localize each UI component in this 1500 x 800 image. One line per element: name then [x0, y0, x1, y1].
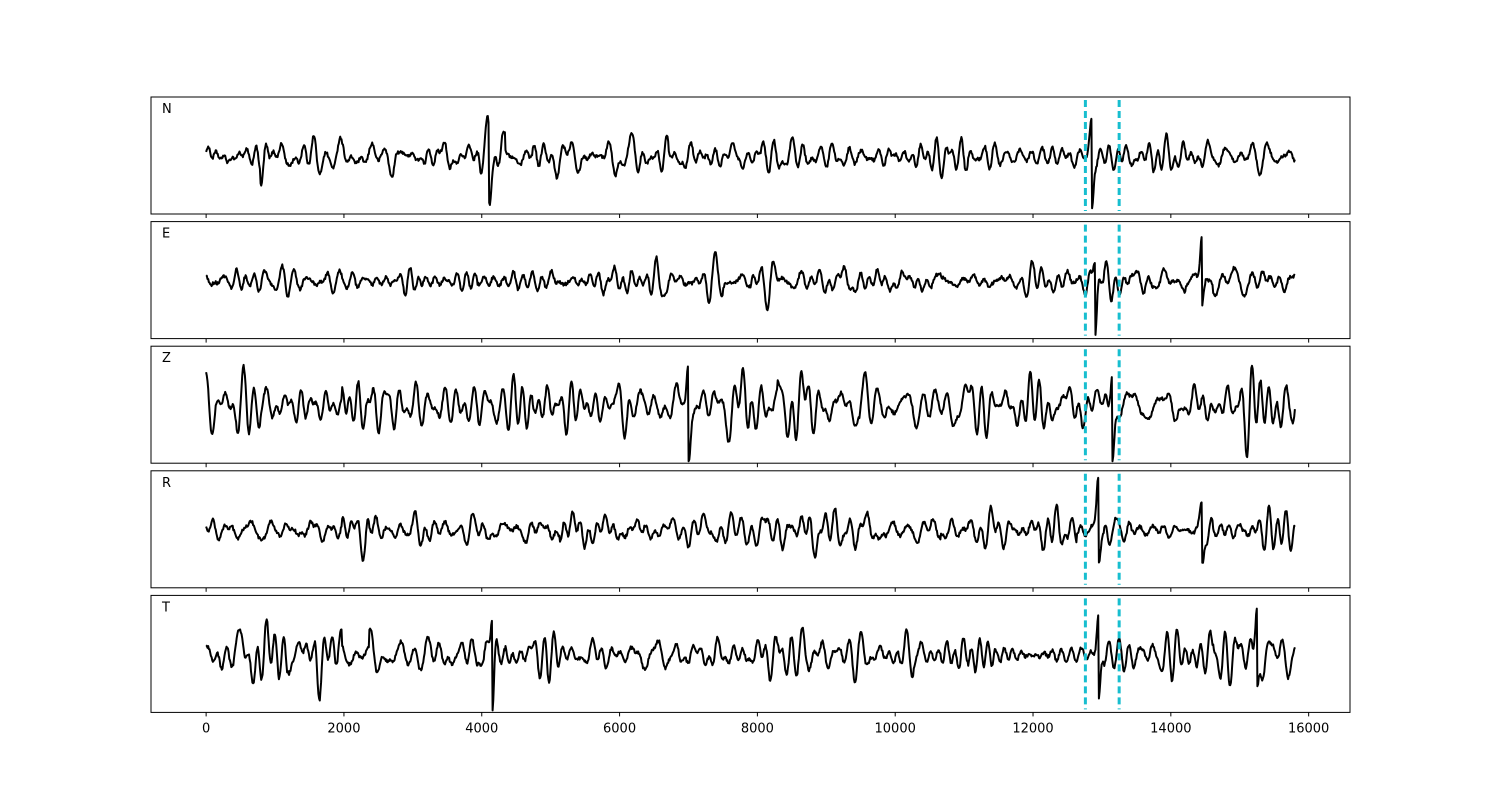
panel-N: N — [150, 96, 1351, 218]
panel-E: E — [150, 221, 1351, 343]
panel-frame — [150, 96, 1351, 215]
x-tick-label: 12000 — [1012, 721, 1053, 736]
panels-group: N E Z R T — [150, 96, 1351, 717]
waveform-trace-R — [205, 476, 1296, 564]
panel-frame — [150, 594, 1351, 713]
x-tick-label: 10000 — [875, 721, 916, 736]
panel-label: T — [161, 600, 170, 615]
x-tick-label: 0 — [202, 721, 210, 736]
panel-Z: Z — [150, 345, 1351, 468]
panel-frame — [150, 345, 1351, 464]
waveform-trace-E — [205, 236, 1296, 336]
panel-label: R — [162, 476, 171, 491]
panel-T: T — [150, 594, 1351, 717]
panel-label: E — [162, 227, 170, 242]
panel-frame — [150, 221, 1351, 340]
panel-label: Z — [162, 351, 171, 366]
waveform-trace-Z — [205, 363, 1296, 463]
x-tick-label: 4000 — [465, 721, 498, 736]
panel-frame — [150, 470, 1351, 589]
x-tick-label: 2000 — [327, 721, 360, 736]
x-tick-label: 14000 — [1150, 721, 1191, 736]
x-axis: 0 2000 4000 6000 8000 10000 12000 14000 16000 — [202, 721, 1329, 736]
waveform-trace-T — [205, 607, 1296, 712]
panel-label: N — [162, 102, 172, 117]
x-tick-label: 8000 — [741, 721, 774, 736]
x-tick-label: 6000 — [603, 721, 636, 736]
x-tick-label: 16000 — [1288, 721, 1329, 736]
panel-R: R — [150, 470, 1351, 592]
waveform-trace-N — [205, 115, 1296, 210]
